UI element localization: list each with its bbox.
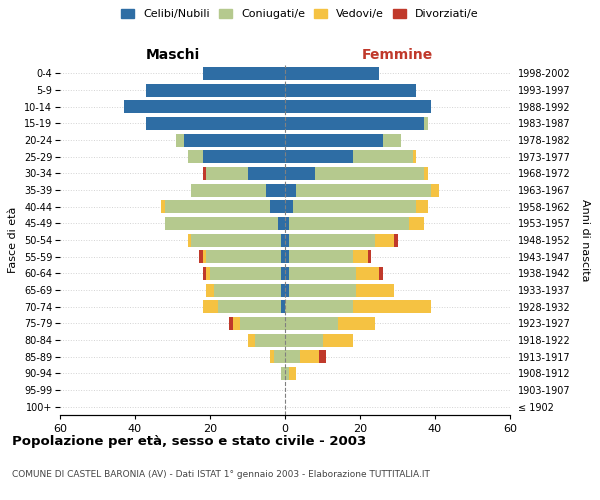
Bar xyxy=(337,317,375,330)
Bar xyxy=(285,317,337,330)
Bar xyxy=(289,250,353,263)
Bar xyxy=(203,250,206,263)
Bar xyxy=(270,200,285,213)
Bar xyxy=(293,200,416,213)
Text: Maschi: Maschi xyxy=(145,48,200,62)
Bar xyxy=(214,284,281,296)
Bar xyxy=(289,234,375,246)
Bar xyxy=(285,367,289,380)
Bar xyxy=(274,350,285,363)
Bar xyxy=(165,200,270,213)
Bar xyxy=(203,67,285,80)
Bar xyxy=(281,250,285,263)
Bar xyxy=(285,284,289,296)
Bar xyxy=(161,200,165,213)
Bar xyxy=(289,217,409,230)
Bar xyxy=(285,334,323,346)
Bar xyxy=(206,167,248,180)
Bar xyxy=(394,234,398,246)
Bar xyxy=(413,150,416,163)
Bar xyxy=(285,167,315,180)
Bar xyxy=(431,184,439,196)
Bar xyxy=(203,267,206,280)
Text: Popolazione per età, sesso e stato civile - 2003: Popolazione per età, sesso e stato civil… xyxy=(12,435,366,448)
Y-axis label: Fasce di età: Fasce di età xyxy=(8,207,19,273)
Bar xyxy=(281,267,285,280)
Bar xyxy=(229,317,233,330)
Bar xyxy=(176,134,184,146)
Bar xyxy=(300,350,319,363)
Bar xyxy=(296,184,431,196)
Bar xyxy=(281,234,285,246)
Bar xyxy=(323,334,353,346)
Bar xyxy=(424,167,427,180)
Bar xyxy=(184,134,285,146)
Bar xyxy=(289,267,356,280)
Bar xyxy=(285,234,289,246)
Bar xyxy=(203,300,218,313)
Bar xyxy=(281,284,285,296)
Legend: Celibi/Nubili, Coniugati/e, Vedovi/e, Divorziati/e: Celibi/Nubili, Coniugati/e, Vedovi/e, Di… xyxy=(118,6,482,22)
Bar xyxy=(285,300,353,313)
Bar xyxy=(203,167,206,180)
Bar xyxy=(206,267,210,280)
Bar xyxy=(375,234,394,246)
Bar xyxy=(285,350,300,363)
Bar xyxy=(206,284,214,296)
Bar xyxy=(165,217,277,230)
Bar xyxy=(187,150,203,163)
Bar xyxy=(416,200,427,213)
Bar xyxy=(356,284,394,296)
Bar xyxy=(285,100,431,113)
Bar xyxy=(285,150,353,163)
Bar xyxy=(277,217,285,230)
Bar xyxy=(285,117,424,130)
Bar xyxy=(285,200,293,213)
Bar xyxy=(285,217,289,230)
Bar xyxy=(248,167,285,180)
Bar xyxy=(281,367,285,380)
Bar xyxy=(383,134,401,146)
Bar xyxy=(353,250,367,263)
Bar xyxy=(255,334,285,346)
Bar xyxy=(289,284,356,296)
Bar xyxy=(285,184,296,196)
Bar xyxy=(240,317,285,330)
Bar xyxy=(356,267,379,280)
Bar xyxy=(424,117,427,130)
Bar xyxy=(285,67,379,80)
Bar xyxy=(315,167,424,180)
Bar xyxy=(285,134,383,146)
Bar xyxy=(285,250,289,263)
Bar xyxy=(281,300,285,313)
Bar xyxy=(233,317,240,330)
Bar xyxy=(191,234,281,246)
Bar xyxy=(285,267,289,280)
Bar xyxy=(124,100,285,113)
Bar xyxy=(191,184,266,196)
Bar xyxy=(353,300,431,313)
Bar xyxy=(353,150,413,163)
Bar xyxy=(199,250,203,263)
Bar xyxy=(266,184,285,196)
Bar xyxy=(203,150,285,163)
Bar xyxy=(367,250,371,263)
Bar xyxy=(270,350,274,363)
Bar xyxy=(218,300,281,313)
Bar xyxy=(285,84,416,96)
Bar xyxy=(248,334,255,346)
Bar xyxy=(146,117,285,130)
Bar xyxy=(409,217,424,230)
Text: Femmine: Femmine xyxy=(362,48,433,62)
Bar xyxy=(187,234,191,246)
Bar xyxy=(289,367,296,380)
Bar xyxy=(379,267,383,280)
Y-axis label: Anni di nascita: Anni di nascita xyxy=(580,198,590,281)
Bar xyxy=(210,267,281,280)
Bar xyxy=(319,350,326,363)
Bar xyxy=(206,250,281,263)
Text: COMUNE DI CASTEL BARONIA (AV) - Dati ISTAT 1° gennaio 2003 - Elaborazione TUTTIT: COMUNE DI CASTEL BARONIA (AV) - Dati IST… xyxy=(12,470,430,479)
Bar xyxy=(146,84,285,96)
